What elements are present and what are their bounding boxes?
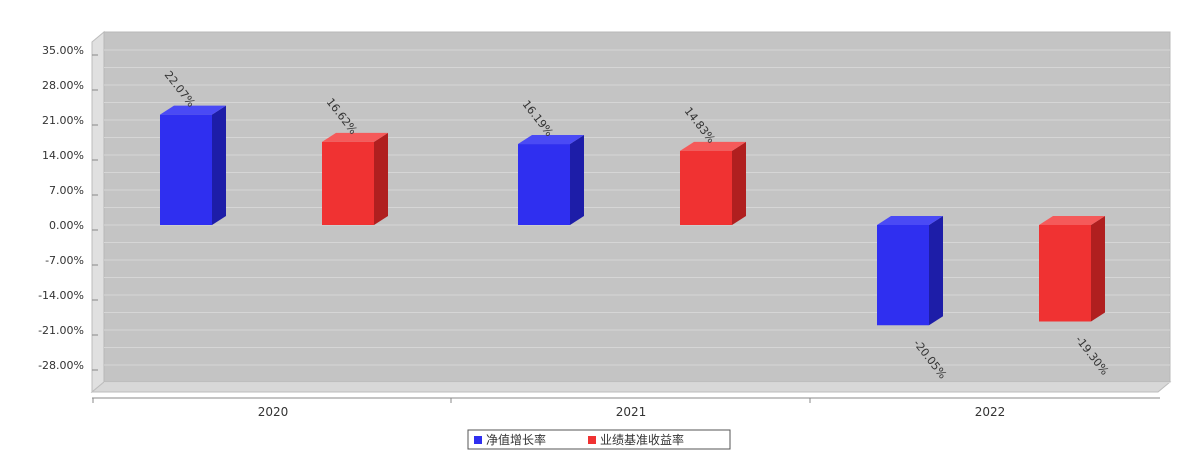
legend-label-benchmark-return: 业绩基准收益率 bbox=[600, 432, 684, 447]
bar-2020-series-1 bbox=[322, 132, 388, 225]
x-category-label: 2022 bbox=[975, 405, 1006, 419]
legend-label-net-value-growth: 净值增长率 bbox=[486, 432, 546, 447]
y-tick-label: 14.00% bbox=[42, 149, 84, 162]
y-tick-label: 21.00% bbox=[42, 114, 84, 127]
legend-swatch-benchmark-return bbox=[588, 436, 596, 444]
bar-top bbox=[1039, 216, 1105, 225]
bar-top bbox=[680, 141, 746, 151]
plot-left-wall bbox=[91, 30, 105, 394]
x-category-label: 2021 bbox=[616, 405, 647, 419]
x-category-label: 2020 bbox=[258, 405, 289, 419]
bar-front bbox=[518, 144, 570, 225]
legend-swatch-net-value-growth bbox=[474, 436, 482, 444]
bar-front bbox=[877, 225, 929, 326]
bar-top bbox=[322, 132, 388, 142]
y-tick-label: 35.00% bbox=[42, 44, 84, 57]
bar-front bbox=[322, 141, 374, 225]
bar-top bbox=[160, 105, 226, 115]
bar-2022-series-0 bbox=[877, 216, 943, 326]
bar-top bbox=[877, 216, 943, 225]
y-tick-label: 7.00% bbox=[49, 184, 84, 197]
y-tick-label: 0.00% bbox=[49, 219, 84, 232]
y-axis: 35.00% 28.00% 21.00% 14.00% 7.00% 0.00% -7.00%… bbox=[38, 44, 98, 372]
bar-front bbox=[680, 150, 732, 225]
bar-2020-series-0 bbox=[160, 105, 226, 225]
bar-side bbox=[212, 105, 226, 225]
y-tick-label: -21.00% bbox=[38, 324, 84, 337]
legend-box bbox=[467, 429, 731, 450]
y-tick-label: -14.00% bbox=[38, 289, 84, 302]
x-axis: 2020 2021 2022 bbox=[92, 398, 1006, 419]
bars bbox=[160, 105, 1105, 326]
bar-side bbox=[570, 135, 584, 225]
gridlines bbox=[104, 49, 1170, 383]
y-tick-label: -28.00% bbox=[38, 359, 84, 372]
y-tick-label: -7.00% bbox=[45, 254, 84, 267]
bar-side bbox=[1091, 216, 1105, 322]
legend: 净值增长率 业绩基准收益率 bbox=[467, 429, 731, 450]
plot-floor bbox=[90, 381, 1172, 393]
bar-side bbox=[374, 132, 388, 225]
bar-front bbox=[1039, 225, 1091, 322]
bar-top bbox=[518, 135, 584, 145]
bar-2021-series-1 bbox=[680, 141, 746, 225]
bar-front bbox=[160, 114, 212, 225]
bar-2022-series-1 bbox=[1039, 216, 1105, 322]
bar-2021-series-0 bbox=[518, 135, 584, 225]
bar-side bbox=[929, 216, 943, 326]
bar-side bbox=[732, 141, 746, 225]
y-tick-label: 28.00% bbox=[42, 79, 84, 92]
